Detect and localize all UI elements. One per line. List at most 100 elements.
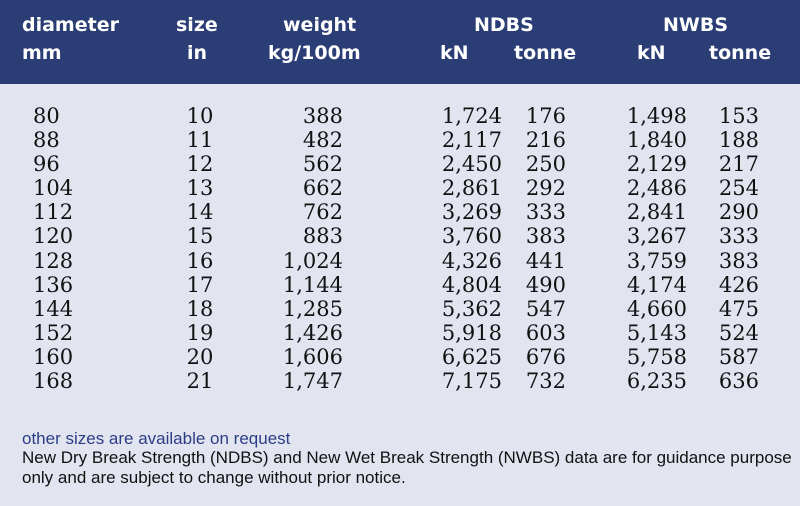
ndbs-tonne-cell: 216 (525, 128, 566, 153)
diameter-cell: 144 (33, 296, 74, 321)
size-cell: 21 (186, 369, 214, 394)
diameter-cell: 160 (33, 344, 74, 369)
ndbs-tonne-cell: 732 (525, 369, 566, 394)
table-row: 120 15 883 3,760 383 3,267 333 (0, 224, 800, 248)
nwbs-tonne-cell: 290 (718, 200, 759, 225)
ndbs-kn-cell: 2,450 (441, 152, 502, 177)
ndbs-tonne-cell: 292 (525, 176, 566, 201)
ndbs-kn-cell: 2,861 (441, 176, 502, 201)
weight-cell: 1,024 (282, 248, 343, 273)
ndbs-header: NDBS (474, 14, 534, 36)
weight-cell: 1,606 (282, 344, 343, 369)
ndbs-kn-cell: 2,117 (441, 128, 502, 153)
nwbs-tonne-cell: 524 (718, 320, 759, 345)
ndbs-tonne-header: tonne (514, 42, 577, 64)
weight-cell: 1,747 (282, 369, 343, 394)
nwbs-tonne-cell: 475 (718, 296, 759, 321)
availability-note: other sizes are available on request (22, 429, 291, 448)
size-cell: 10 (186, 104, 214, 128)
nwbs-kn-cell: 2,486 (626, 176, 687, 201)
disclaimer-note: New Dry Break Strength (NDBS) and New We… (22, 448, 792, 487)
diameter-header: diameter (22, 14, 119, 36)
ndbs-tonne-cell: 383 (525, 224, 566, 249)
diameter-unit: mm (22, 42, 62, 64)
size-cell: 19 (186, 320, 214, 345)
diameter-cell: 104 (33, 176, 74, 201)
diameter-cell: 120 (33, 224, 74, 249)
table-row: 104 13 662 2,861 292 2,486 254 (0, 176, 800, 200)
nwbs-kn-cell: 3,759 (626, 248, 687, 273)
nwbs-tonne-cell: 254 (718, 176, 759, 201)
ndbs-tonne-cell: 490 (525, 272, 566, 297)
table-row: 160 20 1,606 6,625 676 5,758 587 (0, 345, 800, 369)
diameter-cell: 152 (33, 320, 74, 345)
diameter-cell: 80 (33, 104, 60, 128)
nwbs-tonne-header: tonne (709, 42, 772, 64)
table-row: 168 21 1,747 7,175 732 6,235 636 (0, 369, 800, 393)
table-row: 128 16 1,024 4,326 441 3,759 383 (0, 249, 800, 273)
nwbs-tonne-cell: 426 (718, 272, 759, 297)
nwbs-kn-cell: 1,840 (626, 128, 687, 153)
weight-cell: 1,426 (282, 320, 343, 345)
size-cell: 14 (186, 200, 214, 225)
nwbs-kn-cell: 2,129 (626, 152, 687, 177)
table-body: 80 10 388 1,724 176 1,498 153 88 11 482 2,117 216 1,… (0, 104, 800, 393)
ndbs-kn-cell: 4,326 (441, 248, 502, 273)
table-row: 80 10 388 1,724 176 1,498 153 (0, 104, 800, 128)
weight-cell: 883 (302, 224, 343, 249)
weight-cell: 762 (302, 200, 343, 225)
ndbs-tonne-cell: 250 (525, 152, 566, 177)
weight-cell: 482 (302, 128, 343, 153)
ndbs-tonne-cell: 676 (525, 344, 566, 369)
table-row: 88 11 482 2,117 216 1,840 188 (0, 128, 800, 152)
size-cell: 17 (186, 272, 214, 297)
weight-cell: 388 (302, 104, 343, 128)
diameter-cell: 96 (33, 152, 60, 177)
nwbs-tonne-cell: 587 (718, 344, 759, 369)
table-row: 136 17 1,144 4,804 490 4,174 426 (0, 273, 800, 297)
size-header: size (176, 14, 218, 36)
ndbs-tonne-cell: 176 (525, 104, 566, 128)
size-cell: 12 (186, 152, 214, 177)
table-row: 144 18 1,285 5,362 547 4,660 475 (0, 297, 800, 321)
nwbs-tonne-cell: 217 (718, 152, 759, 177)
nwbs-kn-cell: 5,143 (626, 320, 687, 345)
nwbs-kn-cell: 4,660 (626, 296, 687, 321)
size-cell: 20 (186, 344, 214, 369)
table-header: diameter mm size in weight kg/100m NDBS … (0, 0, 800, 84)
table-row: 152 19 1,426 5,918 603 5,143 524 (0, 321, 800, 345)
size-cell: 11 (186, 128, 214, 153)
nwbs-kn-cell: 4,174 (626, 272, 687, 297)
nwbs-tonne-cell: 153 (718, 104, 759, 128)
nwbs-kn-cell: 6,235 (626, 369, 687, 394)
diameter-cell: 168 (33, 369, 74, 394)
weight-cell: 1,285 (282, 296, 343, 321)
size-unit: in (187, 42, 208, 64)
size-cell: 13 (186, 176, 214, 201)
nwbs-tonne-cell: 636 (718, 369, 759, 394)
ndbs-kn-cell: 5,362 (441, 296, 502, 321)
table-row: 112 14 762 3,269 333 2,841 290 (0, 200, 800, 224)
ndbs-kn-cell: 6,625 (441, 344, 502, 369)
ndbs-kn-cell: 3,760 (441, 224, 502, 249)
nwbs-kn-cell: 2,841 (626, 200, 687, 225)
nwbs-header: NWBS (663, 14, 729, 36)
diameter-cell: 128 (33, 248, 74, 273)
weight-cell: 562 (302, 152, 343, 177)
size-cell: 16 (186, 248, 214, 273)
nwbs-tonne-cell: 333 (718, 224, 759, 249)
ndbs-kn-cell: 5,918 (441, 320, 502, 345)
ndbs-kn-cell: 3,269 (441, 200, 502, 225)
nwbs-kn-cell: 3,267 (626, 224, 687, 249)
weight-cell: 662 (302, 176, 343, 201)
weight-unit: kg/100m (268, 42, 361, 64)
weight-header: weight (283, 14, 357, 36)
size-cell: 18 (186, 296, 214, 321)
ndbs-kn-cell: 1,724 (441, 104, 502, 128)
ndbs-tonne-cell: 333 (525, 200, 566, 225)
nwbs-tonne-cell: 383 (718, 248, 759, 273)
nwbs-kn-cell: 1,498 (626, 104, 687, 128)
ndbs-tonne-cell: 547 (525, 296, 566, 321)
ndbs-kn-header: kN (440, 42, 469, 64)
ndbs-kn-cell: 4,804 (441, 272, 502, 297)
